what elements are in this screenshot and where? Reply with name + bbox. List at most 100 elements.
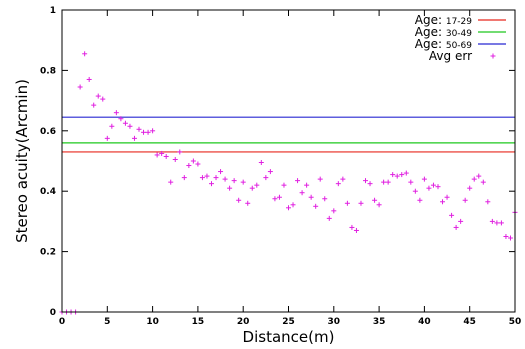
data-point: [498, 220, 504, 226]
data-point: [276, 194, 282, 200]
data-point: [453, 224, 459, 230]
data-point: [136, 126, 142, 132]
data-point: [231, 178, 237, 184]
data-point: [159, 150, 165, 156]
data-point: [295, 178, 301, 184]
x-tick-label: 40: [418, 317, 431, 327]
y-tick-label: 0: [50, 308, 56, 318]
data-point: [476, 173, 482, 179]
data-point: [485, 199, 491, 205]
data-point: [118, 116, 124, 122]
data-point: [240, 179, 246, 185]
data-point: [344, 200, 350, 206]
x-axis-label: Distance(m): [243, 328, 335, 346]
data-point: [385, 179, 391, 185]
data-point: [417, 197, 423, 203]
data-point: [331, 208, 337, 214]
data-point: [222, 176, 228, 182]
data-point: [254, 182, 260, 188]
y-tick-labels: 0 0.2 0.4 0.6 0.8 1: [40, 6, 56, 318]
data-point: [507, 235, 513, 241]
data-point: [100, 96, 106, 102]
data-point: [381, 179, 387, 185]
x-tick-label: 5: [104, 317, 110, 327]
data-point: [208, 181, 214, 187]
x-tick-label: 35: [373, 317, 386, 327]
data-point: [480, 179, 486, 185]
data-point: [367, 181, 373, 187]
data-point: [86, 76, 92, 82]
data-point: [390, 172, 396, 178]
data-point: [363, 178, 369, 184]
data-point: [322, 196, 328, 202]
data-point: [462, 197, 468, 203]
data-point: [412, 188, 418, 194]
legend-label-50-69: Age: 50-69: [415, 37, 473, 51]
x-tick-label: 0: [59, 317, 65, 327]
data-point: [195, 161, 201, 167]
data-point: [91, 102, 97, 108]
data-point: [467, 185, 473, 191]
data-point: [267, 169, 273, 175]
data-point: [353, 227, 359, 233]
y-tick-label: 0.8: [40, 66, 56, 76]
legend-label-30-49: Age: 30-49: [415, 25, 473, 39]
data-point: [304, 182, 310, 188]
data-point: [313, 203, 319, 209]
x-tick-label: 30: [328, 317, 341, 327]
legend-sample-marker: [490, 53, 496, 59]
data-point: [258, 160, 264, 166]
data-point: [190, 158, 196, 164]
data-point: [245, 200, 251, 206]
data-point: [127, 123, 133, 129]
data-point: [503, 234, 509, 239]
data-point: [426, 185, 432, 191]
data-point: [263, 175, 269, 181]
data-point: [122, 120, 128, 126]
data-point: [430, 182, 436, 188]
data-points: [59, 51, 518, 315]
data-point: [95, 93, 101, 99]
x-tick-label: 25: [282, 317, 295, 327]
x-tick-label: 20: [237, 317, 250, 327]
data-point: [403, 170, 409, 176]
data-point: [299, 190, 305, 196]
data-point: [145, 129, 151, 135]
data-point: [399, 172, 405, 178]
data-point: [163, 153, 169, 159]
data-point: [113, 110, 119, 116]
data-point: [141, 129, 147, 135]
y-tick-label: 0.6: [40, 127, 56, 137]
data-point: [109, 123, 115, 129]
legend-label-17-29: Age: 17-29: [415, 13, 473, 27]
data-point: [236, 197, 242, 203]
x-tick-label: 10: [146, 317, 159, 327]
x-tick-labels: 0 5 10 15 20 25 30 35 40 45 50: [59, 317, 521, 327]
y-tick-label: 0.2: [40, 248, 56, 258]
data-point: [394, 173, 400, 179]
x-tick-label: 45: [463, 317, 476, 327]
data-point: [181, 175, 187, 181]
data-point: [199, 175, 205, 181]
data-point: [172, 156, 178, 162]
y-axis-label: Stereo acuity(Arcmin): [13, 79, 31, 243]
data-point: [213, 175, 219, 181]
data-point: [82, 51, 88, 57]
data-point: [349, 224, 355, 230]
data-point: [290, 202, 296, 208]
data-point: [440, 199, 446, 205]
data-point: [308, 194, 314, 200]
data-point: [489, 218, 495, 224]
data-point: [421, 176, 427, 182]
y-tick-label: 0.4: [40, 187, 56, 197]
data-point: [227, 185, 233, 191]
data-point: [317, 176, 323, 182]
data-point: [444, 194, 450, 200]
data-point: [408, 179, 414, 185]
data-point: [326, 215, 332, 221]
data-point: [458, 218, 464, 224]
data-point: [335, 181, 341, 187]
data-point: [150, 128, 156, 134]
